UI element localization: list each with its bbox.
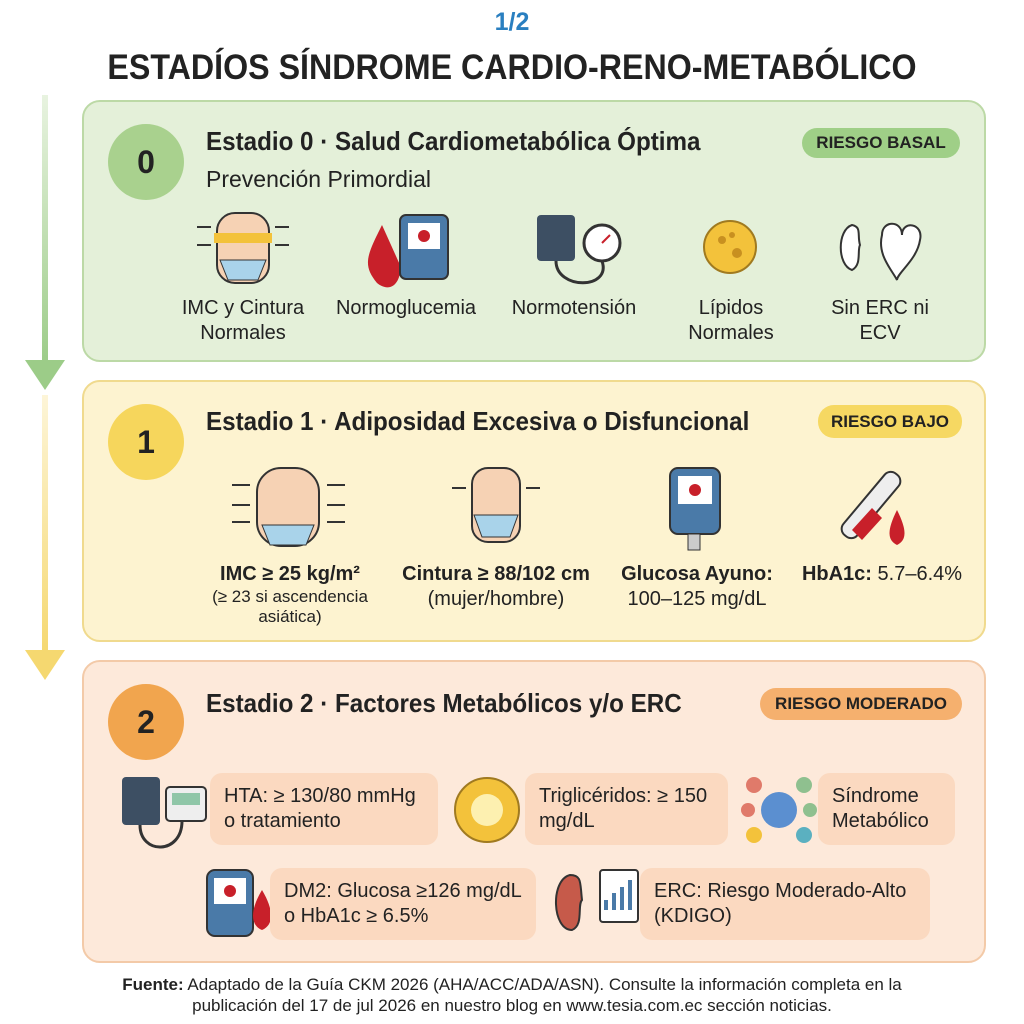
stage-1-icons: [232, 467, 905, 551]
footer: Fuente: Adaptado de la Guía CKM 2026 (AH…: [0, 974, 1024, 1016]
item-note: (mujer/hombre): [427, 588, 565, 610]
item-note: 100–125 mg/dL: [627, 588, 767, 610]
item-label: Glucosa Ayuno: 100–125 mg/dL: [607, 562, 787, 612]
footer-label: Fuente:: [122, 975, 184, 994]
item-title: HbA1c:: [801, 563, 872, 585]
factor-pill: HTA: ≥ 130/80 mmHg o tratamiento: [210, 773, 438, 845]
stage-number: 0: [108, 124, 184, 200]
factor-pill: Síndrome Metabólico: [818, 773, 955, 845]
item-label: Normotensión: [511, 297, 637, 319]
item-label: HbA1c: 5.7–6.4%: [792, 562, 972, 587]
item-note: (≥ 23 si ascendencia asiática): [212, 587, 368, 626]
factor-pill: DM2: Glucosa ≥126 mg/dL o HbA1c ≥ 6.5%: [270, 868, 536, 940]
item-label: Cintura ≥ 88/102 cm (mujer/hombre): [391, 562, 601, 612]
title: ESTADÍOS SÍNDROME CARDIO-RENO-METABÓLICO: [107, 48, 917, 87]
progress-arrows: [25, 95, 65, 680]
stage-subtitle: Prevención Primordial: [206, 166, 431, 192]
item-label: IMC ≥ 25 kg/m² (≥ 23 si ascendencia asiát…: [195, 562, 385, 627]
footer-text: Adaptado de la Guía CKM 2026 (AHA/ACC/AD…: [187, 975, 902, 1015]
item-label: Sin ERC ni ECV: [831, 297, 929, 344]
item-title: IMC ≥ 25 kg/m²: [220, 563, 360, 585]
risk-badge: RIESGO MODERADO: [760, 688, 962, 720]
item-title: Cintura ≥ 88/102 cm: [402, 563, 590, 585]
stage-2-icons: [122, 777, 817, 937]
stage-number: 1: [108, 404, 184, 480]
stage-title: Estadio 0 · Salud Cardiometabólica Óptim…: [206, 126, 701, 156]
item-note: 5.7–6.4%: [877, 563, 963, 585]
risk-badge: RIESGO BASAL: [802, 128, 960, 158]
item-title: Glucosa Ayuno:: [621, 563, 773, 585]
stage-title: Estadio 1 · Adiposidad Excesiva o Disfun…: [206, 406, 750, 436]
risk-badge: RIESGO BAJO: [818, 405, 962, 438]
stage-title: Estadio 2 · Factores Metabólicos y/o ERC: [206, 688, 682, 718]
stage-0-icons: [197, 212, 922, 288]
factor-pill: Triglicéridos: ≥ 150 mg/dL: [525, 773, 728, 845]
factor-pill: ERC: Riesgo Moderado-Alto (KDIGO): [640, 868, 930, 940]
stage-number: 2: [108, 684, 184, 760]
item-label: IMC y Cintura Normales: [181, 297, 305, 344]
page-number: 1/2: [494, 8, 530, 36]
item-label: Lípidos Normales: [688, 297, 774, 344]
item-label: Normoglucemia: [335, 297, 477, 319]
